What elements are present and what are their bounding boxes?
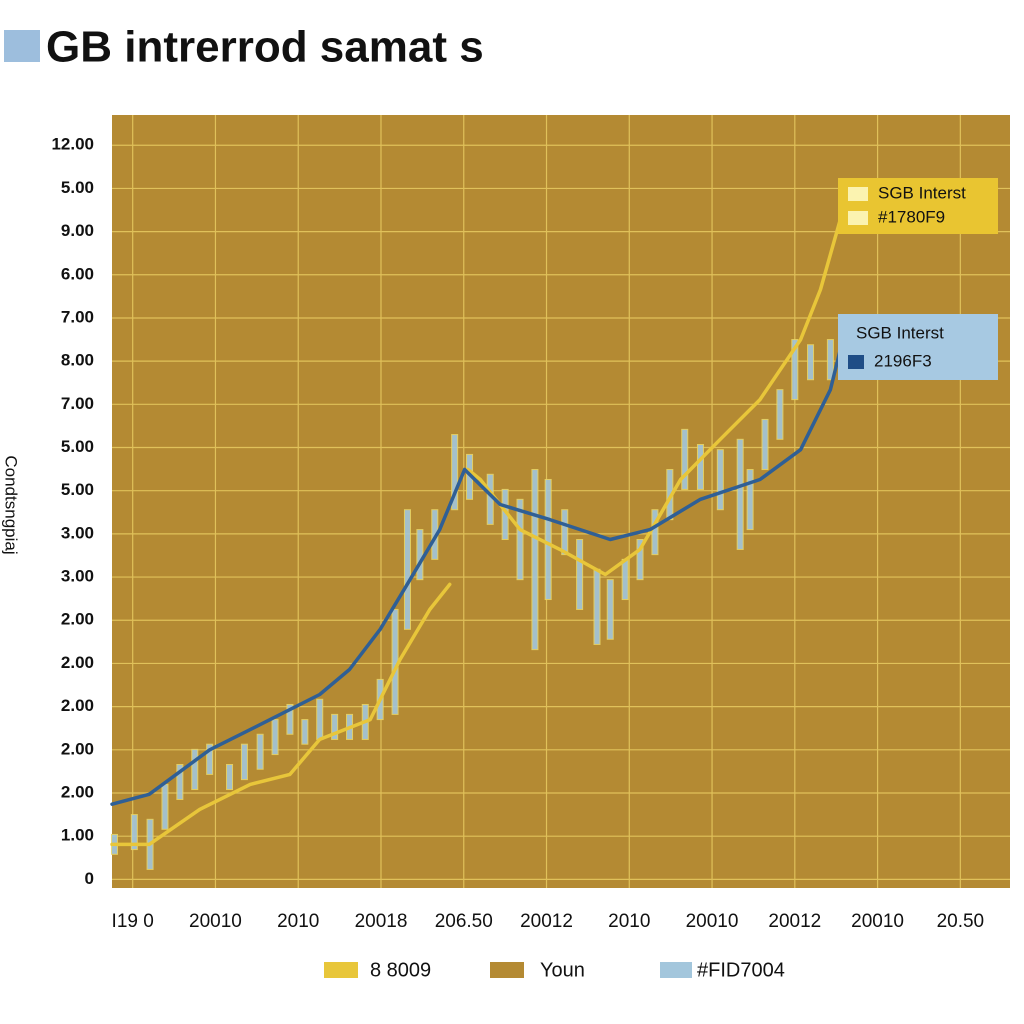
y-tick-label: 5.00 <box>61 437 94 456</box>
range-bar <box>696 443 704 490</box>
range-bar <box>271 719 279 756</box>
range-bar <box>593 568 601 645</box>
range-bar <box>176 763 184 800</box>
legend-label: 8 8009 <box>370 959 431 981</box>
legend-swatch <box>490 962 524 978</box>
range-bar <box>226 763 234 791</box>
y-tick-label: 3.00 <box>61 567 94 586</box>
y-tick-label: 1.00 <box>61 826 94 845</box>
x-tick-label: 20012 <box>520 911 573 932</box>
y-tick-label: 5.00 <box>61 178 94 197</box>
y-tick-label: 0 <box>85 869 94 888</box>
chart-title: GB intrerrod samat s <box>46 23 484 72</box>
range-bar <box>161 783 169 830</box>
y-tick-label: 2.00 <box>61 739 94 758</box>
x-tick-label: 20.50 <box>937 911 985 932</box>
line <box>110 347 843 806</box>
range-bar <box>206 743 214 775</box>
y-tick-label: 7.00 <box>61 394 94 413</box>
range-bar <box>416 529 424 581</box>
x-tick-label: 2010 <box>277 911 319 932</box>
range-bar <box>316 698 324 740</box>
legend-swatch <box>324 962 358 978</box>
y-tick-label: 2.00 <box>61 653 94 672</box>
annotation-text: SGB Interst <box>856 323 944 342</box>
range-bar <box>736 438 744 550</box>
y-axis-label: Condtsngpiaj <box>2 455 21 554</box>
range-bar <box>130 814 138 851</box>
range-bar <box>716 449 724 511</box>
x-tick-label: 20010 <box>686 911 739 932</box>
range-bar <box>621 558 629 601</box>
x-tick-label: 20018 <box>355 911 408 932</box>
range-bar <box>486 473 494 525</box>
range-bar <box>531 469 539 651</box>
y-tick-label: 8.00 <box>61 351 94 370</box>
range-bar <box>256 733 264 770</box>
range-bar <box>681 428 689 490</box>
annotation-text: SGB Interst <box>878 183 966 202</box>
annotation-swatch <box>848 187 868 201</box>
range-bar <box>791 339 799 401</box>
annotation-swatch <box>848 211 868 225</box>
range-bar <box>776 389 784 440</box>
range-bar <box>746 469 754 531</box>
range-bar <box>286 703 294 735</box>
range-bar <box>636 539 644 581</box>
y-tick-label: 2.00 <box>61 610 94 629</box>
x-tick-label: 206.50 <box>435 911 493 932</box>
y-tick-label: 3.00 <box>61 523 94 542</box>
annotation-box <box>838 314 998 380</box>
annotation-text: #1780F9 <box>878 207 945 226</box>
range-bar <box>516 498 524 581</box>
range-bar <box>561 509 569 556</box>
range-bar <box>576 539 584 610</box>
x-tick-label: I19 0 <box>112 911 154 932</box>
legend-label: Youn <box>540 959 585 981</box>
range-bar <box>191 748 199 791</box>
y-tick-label: 5.00 <box>61 480 94 499</box>
range-bar <box>240 743 248 781</box>
y-tick-label: 7.00 <box>61 307 94 326</box>
x-tick-label: 20010 <box>851 911 904 932</box>
range-bar <box>826 339 834 381</box>
y-tick-label: 2.00 <box>61 782 94 801</box>
range-bar <box>544 478 552 601</box>
y-tick-label: 6.00 <box>61 264 94 283</box>
range-bar <box>301 719 309 745</box>
range-bar <box>331 713 339 740</box>
range-bar <box>761 418 769 471</box>
range-bar <box>606 579 614 640</box>
y-tick-label: 2.00 <box>61 696 94 715</box>
y-tick-label: 9.00 <box>61 221 94 240</box>
annotation-text: 2196F3 <box>874 351 932 370</box>
annotation-swatch <box>848 355 864 369</box>
range-bar <box>651 509 659 556</box>
range-bar <box>807 344 815 381</box>
x-tick-label: 2010 <box>608 911 650 932</box>
x-tick-label: 20010 <box>189 911 242 932</box>
y-tick-label: 12.00 <box>51 135 94 154</box>
title-icon <box>4 30 40 62</box>
range-bar <box>451 434 459 511</box>
legend-label: #FID7004 <box>697 959 785 981</box>
line <box>110 217 843 847</box>
legend-swatch <box>660 962 692 978</box>
range-bar <box>403 509 411 630</box>
x-tick-label: 20012 <box>768 911 821 932</box>
